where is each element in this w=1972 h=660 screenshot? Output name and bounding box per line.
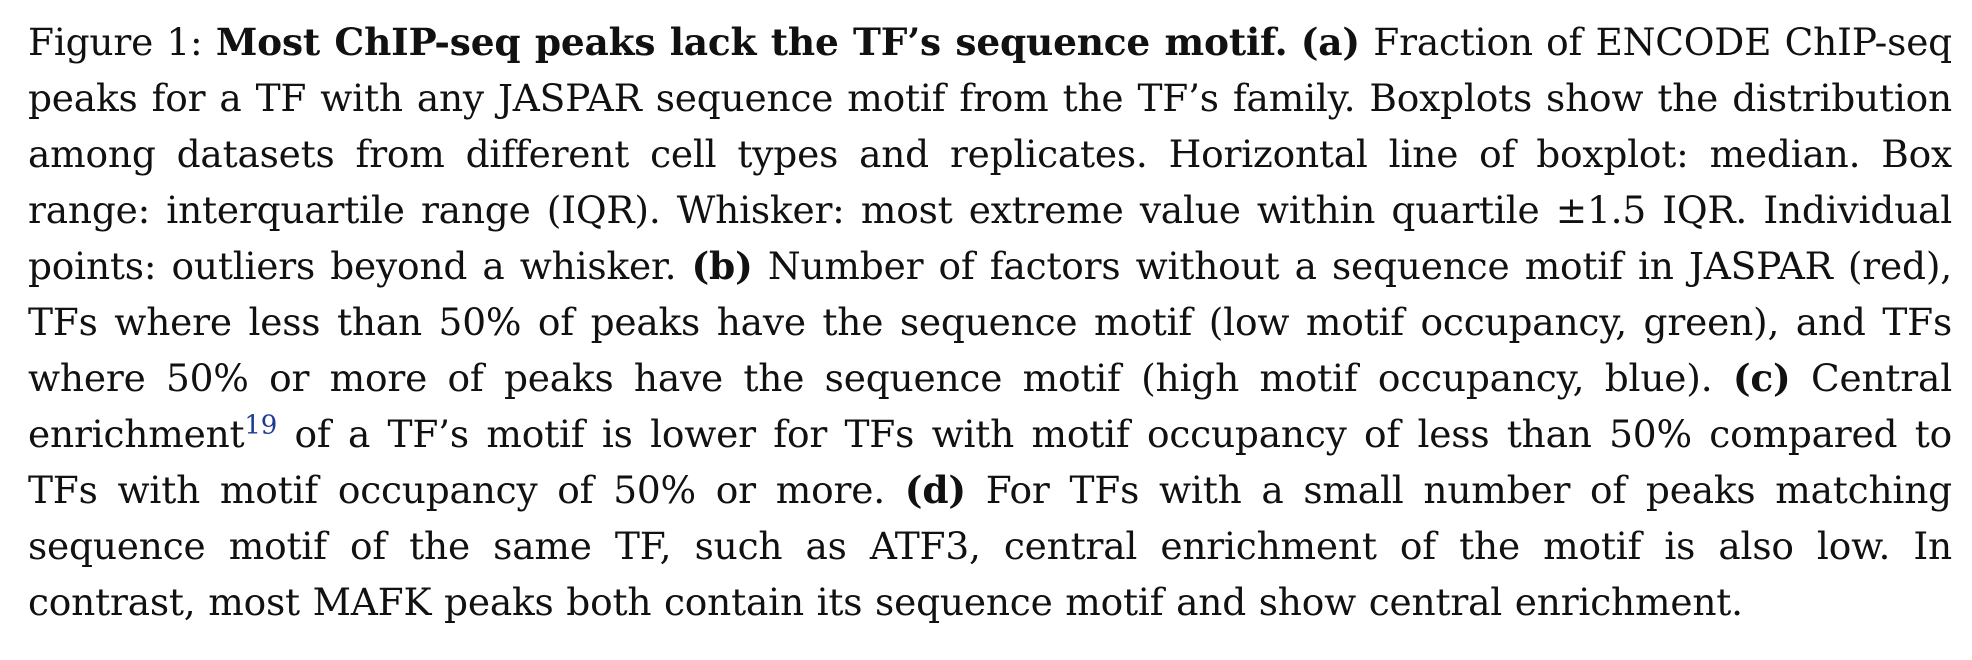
panel-a-text: Fraction of ENCODE ChIP-seq peaks for a … (28, 20, 1952, 288)
panel-c-text-after: of a TF’s motif is lower for TFs with mo… (28, 412, 1952, 512)
figure-caption: Figure 1: Most ChIP-seq peaks lack the T… (28, 14, 1952, 630)
panel-b-text: Number of factors without a sequence mot… (28, 244, 1952, 400)
panel-d-tag: (d) (904, 468, 966, 512)
panel-b-tag: (b) (691, 244, 753, 288)
panel-c-tag: (c) (1732, 356, 1791, 400)
panel-d-text: For TFs with a small number of peaks mat… (28, 468, 1952, 624)
citation-link[interactable]: 19 (244, 410, 278, 441)
figure-label: Figure 1: (28, 20, 203, 64)
panel-a-tag: (a) (1300, 20, 1360, 64)
figure-title: Most ChIP-seq peaks lack the TF’s sequen… (215, 20, 1288, 64)
panel-c-text-before: Central enrichment (28, 356, 1952, 456)
